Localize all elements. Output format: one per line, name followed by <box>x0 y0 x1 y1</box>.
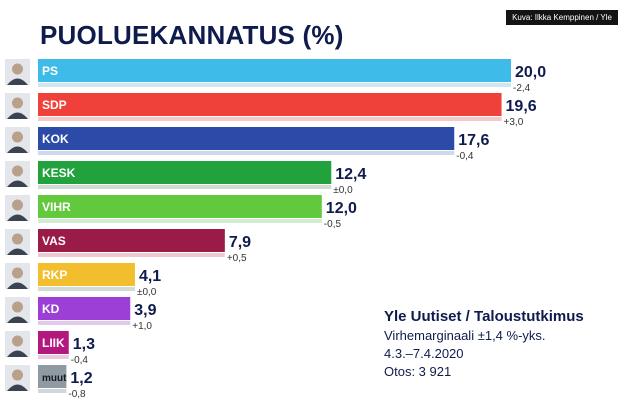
value-label-vihr: 12,0 <box>326 200 357 217</box>
change-label-vihr: -0,5 <box>324 219 342 230</box>
change-bar-liik <box>38 355 69 359</box>
bar-label-kd: KD <box>42 302 60 316</box>
value-label-kesk: 12,4 <box>335 166 366 183</box>
survey-period: 4.3.–7.4.2020 <box>384 346 464 361</box>
change-label-kok: -0,4 <box>456 151 474 162</box>
value-label-vas: 7,9 <box>229 234 251 251</box>
change-label-kd: +1,0 <box>132 321 152 332</box>
change-label-sdp: +3,0 <box>504 117 524 128</box>
bar-kok <box>38 127 455 150</box>
bar-label-kok: KOK <box>42 132 69 146</box>
chart-title: PUOLUEKANNATUS (%) <box>40 20 344 50</box>
change-bar-kesk <box>38 185 332 189</box>
bar-label-ps: PS <box>42 64 58 78</box>
change-bar-rkp <box>38 287 135 291</box>
value-label-kok: 17,6 <box>458 132 489 149</box>
avatar-kok <box>5 127 30 153</box>
photo-credit: Kuva: Ilkka Kemppinen / Yle <box>506 10 618 25</box>
bar-label-kesk: KESK <box>42 166 76 180</box>
avatar-vas <box>5 229 30 255</box>
change-bar-vas <box>38 253 225 257</box>
change-bar-kok <box>38 151 455 155</box>
change-label-muut: -0,8 <box>68 389 86 400</box>
change-label-kesk: ±0,0 <box>333 185 353 196</box>
bar-kesk <box>38 161 332 184</box>
bar-label-vas: VAS <box>42 234 66 248</box>
value-label-liik: 1,3 <box>73 336 95 353</box>
bar-vas <box>38 229 225 252</box>
source-block: Yle Uutiset / Taloustutkimus Virhemargin… <box>384 308 584 381</box>
bar-liik <box>38 331 69 354</box>
avatar-rkp <box>5 263 30 289</box>
value-label-sdp: 19,6 <box>506 98 537 115</box>
change-label-ps: -2,4 <box>513 83 531 94</box>
avatar-sdp <box>5 93 30 119</box>
value-label-kd: 3,9 <box>134 302 156 319</box>
bar-muut <box>38 365 67 388</box>
change-label-rkp: ±0,0 <box>137 287 157 298</box>
avatar-ps <box>5 59 30 85</box>
bar-label-muut: muut <box>42 373 67 384</box>
value-label-rkp: 4,1 <box>139 268 161 285</box>
bar-ps <box>38 59 511 82</box>
change-bar-kd <box>38 321 131 325</box>
avatar-vihr <box>5 195 30 221</box>
source-title: Yle Uutiset / Taloustutkimus <box>384 308 584 325</box>
sample-size: Otos: 3 921 <box>384 364 452 379</box>
bar-vihr <box>38 195 322 218</box>
avatar-kd <box>5 297 30 323</box>
avatar-kesk <box>5 161 30 187</box>
value-label-muut: 1,2 <box>70 370 92 387</box>
bar-rkp <box>38 263 135 286</box>
change-bar-vihr <box>38 219 322 223</box>
bar-label-vihr: VIHR <box>42 200 71 214</box>
change-label-vas: +0,5 <box>227 253 247 264</box>
value-label-ps: 20,0 <box>515 64 546 81</box>
change-label-liik: -0,4 <box>71 355 89 366</box>
bar-label-rkp: RKP <box>42 268 67 282</box>
avatar-liik <box>5 331 30 357</box>
bar-label-sdp: SDP <box>42 98 67 112</box>
change-bar-muut <box>38 389 67 393</box>
margin-of-error: Virhemarginaali ±1,4 %-yks. <box>384 328 546 343</box>
bar-kd <box>38 297 131 320</box>
change-bar-ps <box>38 83 511 87</box>
change-bar-sdp <box>38 117 502 121</box>
bar-label-liik: LIIK <box>42 336 65 350</box>
avatar-muut <box>5 365 30 391</box>
bar-sdp <box>38 93 502 116</box>
